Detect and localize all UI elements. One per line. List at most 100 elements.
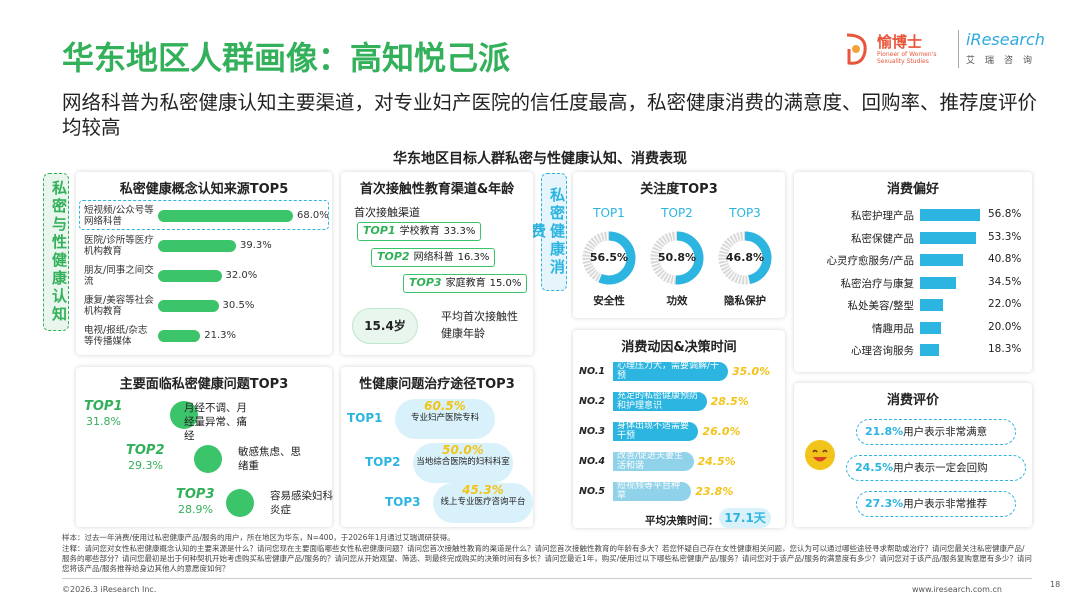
copyright: ©2026.3 iResearch Inc. xyxy=(62,585,157,594)
channel-rank: TOP1 xyxy=(363,224,396,237)
bar xyxy=(158,300,219,312)
pref-category-label: 心理咨询服务 xyxy=(851,345,914,357)
pref-category-label: 私处美容/整型 xyxy=(847,300,914,312)
page-subtitle: 网络科普为私密健康认知主要渠道，对专业妇产医院的信任度最高，私密健康消费的满意度… xyxy=(62,91,1038,139)
avg-age-value: 15.4岁 xyxy=(352,308,418,344)
motivation-rank: NO.5 xyxy=(579,486,606,497)
anxiety-cloud-icon xyxy=(194,445,222,473)
highlight-frame xyxy=(79,200,329,230)
donut-slice xyxy=(650,231,704,285)
evaluation-pill: 24.5%用户表示一定会回购 xyxy=(846,455,1026,481)
problem-pct: 28.9% xyxy=(178,503,213,516)
motivation-value: 26.0% xyxy=(702,425,741,438)
treatment-bubble xyxy=(413,443,513,483)
card-first-education: 首次接触性教育渠道&年龄 首次接触渠道 TOP1 学校教育 33.3% TOP2 网络科… xyxy=(341,172,533,355)
donut-value-label: 50.8% xyxy=(657,251,697,264)
pref-value-label: 34.5% xyxy=(988,275,1022,288)
sample-note: 样本：过去一年消费/使用过私密健康产品/服务的用户，所在地区为华东，N=400，… xyxy=(62,533,455,542)
donut-chart xyxy=(718,231,772,285)
pref-value-label: 53.3% xyxy=(988,230,1022,243)
motivation-bar: 身体出现不适需要干预 xyxy=(613,421,699,441)
problem-rank: TOP3 xyxy=(176,487,215,502)
side-label-consumption: 私密健康消费 xyxy=(529,173,567,291)
motivation-bar: 改善/促进夫妻生活和谐 xyxy=(613,451,694,471)
channel-name: 家庭教育 xyxy=(445,278,486,289)
pref-bar xyxy=(920,321,942,334)
avg-age-label: 平均首次接触性健康年龄 xyxy=(441,310,518,340)
bar-value-label: 39.3% xyxy=(240,240,272,251)
treatment-rank: TOP2 xyxy=(365,455,401,469)
motivation-bar: 充足的私密健康预防和护理意识 xyxy=(613,391,707,411)
problem-pct: 29.3% xyxy=(128,459,163,472)
pref-bar xyxy=(920,209,980,221)
pref-bar xyxy=(920,299,944,311)
card-title: 消费偏好 xyxy=(886,182,939,197)
pref-value-label: 22.0% xyxy=(988,298,1022,310)
chart-title: 华东地区目标人群私密与性健康认知、消费表现 xyxy=(393,151,687,167)
treatment-rank: TOP3 xyxy=(385,495,421,509)
evaluation-text: 用户表示非常推荐 xyxy=(903,498,988,510)
donut-value-label: 46.8% xyxy=(725,251,765,264)
pref-value-label: 18.3% xyxy=(988,343,1022,355)
evaluation-text: 用户表示非常满意 xyxy=(903,426,988,438)
donut-slice xyxy=(718,231,772,285)
card-title: 主要面临私密健康问题TOP3 xyxy=(119,377,289,392)
card-attention-top3: 关注度TOP3 TOP1 56.5% 安全性 TOP2 50.8% 功效 TOP3 46.8%… xyxy=(573,172,785,318)
avg-decision-label: 平均决策时间： xyxy=(645,515,719,527)
side-label-cognition: 私密与性健康认知 xyxy=(43,173,69,331)
problem-rank: TOP2 xyxy=(126,443,165,458)
iresearch-cn: 艾瑞咨询 xyxy=(966,56,1043,66)
motivation-value: 35.0% xyxy=(732,365,771,378)
evaluation-text: 用户表示一定会回购 xyxy=(893,462,988,474)
motivation-rank: NO.4 xyxy=(579,456,606,467)
brand-logo-icon xyxy=(846,33,867,65)
treatment-pct: 45.3% xyxy=(462,483,504,497)
bar-value-label: 30.5% xyxy=(222,300,255,311)
card-title: 关注度TOP3 xyxy=(640,182,718,197)
iresearch-logo: iResearch 艾瑞咨询 xyxy=(966,30,1056,70)
problem-text: 容易感染妇科炎症 xyxy=(270,490,333,516)
problem-text: 月经不调、月经量异常、痛经 xyxy=(184,402,247,442)
gynecology-chair-icon xyxy=(226,489,254,517)
first-channel-label: 首次接触渠道 xyxy=(354,206,420,219)
treatment-rank: TOP1 xyxy=(347,411,383,425)
channel-name: 学校教育 xyxy=(399,226,440,237)
bar-category-label: 短视频/公众号等网络科普 xyxy=(84,205,154,227)
card-treatment-paths: 性健康问题治疗途径TOP3 TOP1 60.5% 专业妇产医院专科 TOP2 50.0%… xyxy=(341,367,533,527)
pref-category-label: 心灵疗愈服务/产品 xyxy=(826,255,914,267)
donut-value-label: 56.5% xyxy=(589,251,629,264)
card-consumption-preference: 消费偏好 私密护理产品 56.8% 私密保健产品 53.3% 心灵疗愈服务/产品 40.8… xyxy=(794,172,1032,372)
motivation-bar: 心理压力大，需要调解/干预 xyxy=(613,361,728,381)
treatment-text: 专业妇产医院专科 xyxy=(410,413,479,423)
pref-category-label: 私密保健产品 xyxy=(851,232,914,245)
donut-name-label: 功效 xyxy=(666,295,688,307)
bar-category-label: 康复/美容等社会机构教育 xyxy=(84,295,154,317)
pref-value-label: 40.8% xyxy=(988,253,1022,265)
bar xyxy=(158,330,201,342)
donut-rank-label: TOP2 xyxy=(661,206,693,220)
card-awareness-sources: 私密健康概念认知来源TOP5 短视频/公众号等网络科普 68.0% 医院/诊所等医疗… xyxy=(76,172,332,355)
motivation-rank: NO.2 xyxy=(579,396,606,407)
smiley-icon xyxy=(805,440,835,470)
problem-rank: TOP1 xyxy=(84,399,123,414)
page-number: 18 xyxy=(1050,580,1061,589)
iresearch-wordmark: iResearch xyxy=(966,30,1045,49)
bar-value-label: 32.0% xyxy=(225,270,258,281)
footer-divider xyxy=(62,578,1032,579)
channel-name: 网络科普 xyxy=(413,252,454,263)
treatment-bubble xyxy=(395,399,495,439)
motivation-bar: 短视频等平台种草 xyxy=(613,481,692,501)
card-title: 消费评价 xyxy=(886,393,939,408)
pref-category-label: 私密护理产品 xyxy=(851,210,914,222)
treatment-pct: 60.5% xyxy=(424,399,466,413)
bar xyxy=(158,240,237,252)
pref-value-label: 20.0% xyxy=(988,320,1022,333)
bar-category-label: 电视/报纸/杂志等传播媒体 xyxy=(84,325,148,347)
donut-slice xyxy=(582,231,636,285)
problem-pct: 31.8% xyxy=(86,415,121,428)
treatment-text: 线上专业医疗咨询平台 xyxy=(440,497,526,507)
treatment-pct: 50.0% xyxy=(442,443,484,457)
bar-category-label: 朋友/同事之间交流 xyxy=(84,265,154,287)
channel-value: 15.0% xyxy=(489,278,522,289)
motivation-rank: NO.3 xyxy=(579,426,606,437)
